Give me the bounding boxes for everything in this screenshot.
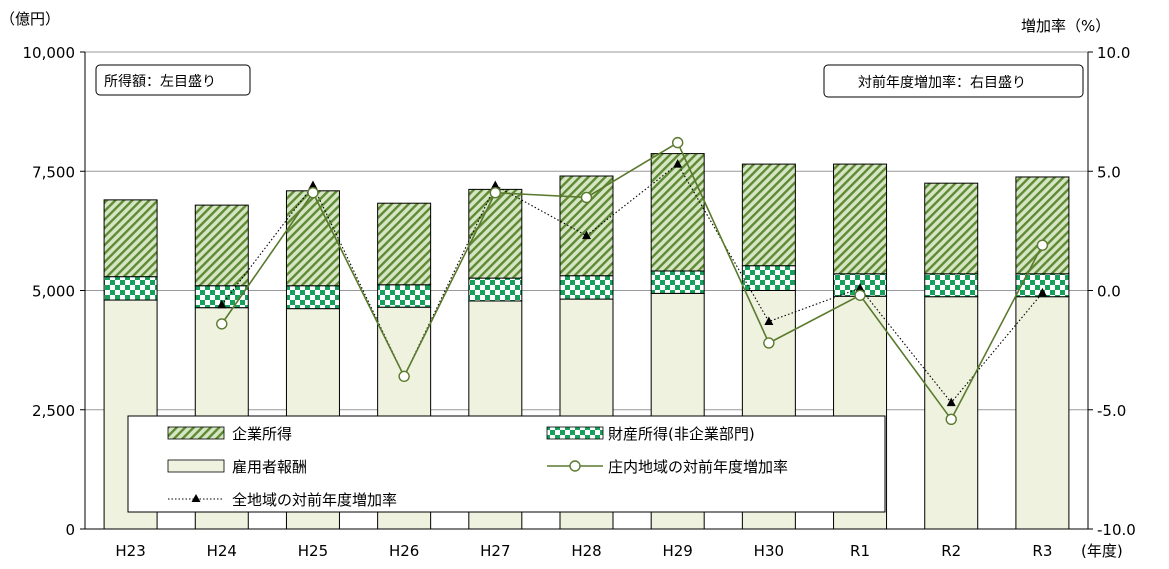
right-tick-label: 5.0 xyxy=(1097,163,1121,181)
point-shonai xyxy=(763,337,775,349)
series-line-shonai xyxy=(221,141,1044,421)
plot-frame xyxy=(84,51,1089,530)
right-tick-label: -5.0 xyxy=(1097,402,1126,420)
legend-label-all: 全地域の対前年度増加率 xyxy=(232,491,397,509)
x-tick-label: R1 xyxy=(850,542,870,560)
point-all xyxy=(217,299,227,309)
point-all xyxy=(308,180,318,190)
bar-segment-property xyxy=(468,277,523,302)
bar-segment-employee xyxy=(1015,296,1070,530)
right-axis-ticks: -10.0 -5.0 0.0 5.0 10.0 xyxy=(1088,44,1136,539)
legend-marker-shonai xyxy=(569,460,581,472)
legend-swatch-property xyxy=(546,426,604,440)
bar-segment-property xyxy=(741,265,796,292)
right-note-box xyxy=(823,64,1084,98)
point-all xyxy=(582,230,591,240)
x-tick-label: H29 xyxy=(662,542,692,560)
x-axis-ticks: H23 H24 H25 H26 H27 H28 H29 H30 R1 R2 R3 xyxy=(115,542,1052,560)
legend-label-shonai: 庄内地域の対前年度増加率 xyxy=(608,458,788,476)
rate-lines xyxy=(216,136,1049,425)
point-shonai xyxy=(854,289,866,301)
bar-segment-corporate xyxy=(103,199,158,278)
legend-label-employee: 雇用者報酬 xyxy=(232,458,307,476)
point-all xyxy=(764,316,774,326)
x-tick-label: H28 xyxy=(571,542,601,560)
left-tick-label: 0 xyxy=(65,521,75,539)
bar-segment-corporate xyxy=(741,163,796,267)
left-tick-label: 5,000 xyxy=(32,283,75,301)
x-tick-label: H23 xyxy=(115,542,145,560)
legend-label-corporate: 企業所得 xyxy=(232,425,292,443)
bar-segment-property xyxy=(924,273,979,298)
point-all xyxy=(855,283,865,292)
point-shonai xyxy=(1036,239,1049,251)
point-all xyxy=(490,180,500,190)
x-tick-label: R2 xyxy=(941,542,961,560)
bar-segment-corporate xyxy=(285,190,340,287)
x-tick-label: H26 xyxy=(389,542,419,560)
bar-segment-property xyxy=(377,284,432,308)
legend-marker-all xyxy=(191,494,201,502)
series-line-all xyxy=(221,163,1043,404)
left-note-box xyxy=(95,64,251,96)
bar-segment-property xyxy=(103,276,158,301)
x-axis-unit: (年度) xyxy=(1081,542,1123,560)
x-tick-label: R3 xyxy=(1032,542,1052,560)
legend-box xyxy=(127,415,886,513)
bar-segment-corporate xyxy=(650,153,705,272)
left-tick-label: 2,500 xyxy=(32,402,75,420)
point-all xyxy=(946,397,956,407)
x-tick-label: H30 xyxy=(754,542,784,560)
bar-segment-corporate xyxy=(194,204,249,287)
left-axis-ticks: 0 2,500 5,000 7,500 10,000 xyxy=(23,44,85,539)
bar-segment-property xyxy=(285,285,340,310)
right-scale-note: 対前年度増加率：右目盛り xyxy=(823,64,1084,98)
legend-label-property: 財産所得(非企業部門) xyxy=(608,425,755,443)
bar-segment-corporate xyxy=(1015,176,1070,275)
legend-swatch-employee xyxy=(167,459,225,473)
x-tick-label: H27 xyxy=(480,542,510,560)
right-axis-unit: 増加率（%） xyxy=(1021,17,1110,35)
x-tick-label: H24 xyxy=(207,542,237,560)
left-note-text: 所得額：左目盛り xyxy=(104,73,216,90)
bar-segment-property xyxy=(559,275,614,300)
point-all xyxy=(673,159,683,168)
point-shonai xyxy=(671,136,684,149)
bar-segment-corporate xyxy=(833,163,888,275)
point-shonai xyxy=(216,318,228,330)
left-axis-unit: （億円） xyxy=(0,10,60,28)
right-tick-label: 10.0 xyxy=(1097,44,1130,62)
point-shonai xyxy=(489,187,502,199)
right-tick-label: 0.0 xyxy=(1097,283,1121,301)
bar-segment-property xyxy=(650,270,705,294)
bar-segment-corporate xyxy=(468,188,523,279)
legend: 企業所得 財産所得(非企業部門) 雇用者報酬 庄内地域の対前年度増加率 全地域の… xyxy=(127,415,886,513)
point-all xyxy=(1037,287,1047,297)
right-note-text: 対前年度増加率：右目盛り xyxy=(858,74,1026,91)
x-tick-label: H25 xyxy=(298,542,328,560)
bar-segment-employee xyxy=(924,296,979,530)
point-shonai xyxy=(945,413,957,425)
bar-segment-corporate xyxy=(377,202,432,286)
bar-segment-corporate xyxy=(924,182,979,275)
left-scale-note: 所得額：左目盛り xyxy=(95,64,251,96)
point-shonai xyxy=(398,370,410,383)
legend-swatch-corporate xyxy=(167,426,225,440)
point-shonai xyxy=(307,187,319,199)
point-shonai xyxy=(580,191,593,204)
left-tick-label: 10,000 xyxy=(23,44,76,62)
left-tick-label: 7,500 xyxy=(32,163,75,181)
right-tick-label: -10.0 xyxy=(1097,521,1136,539)
